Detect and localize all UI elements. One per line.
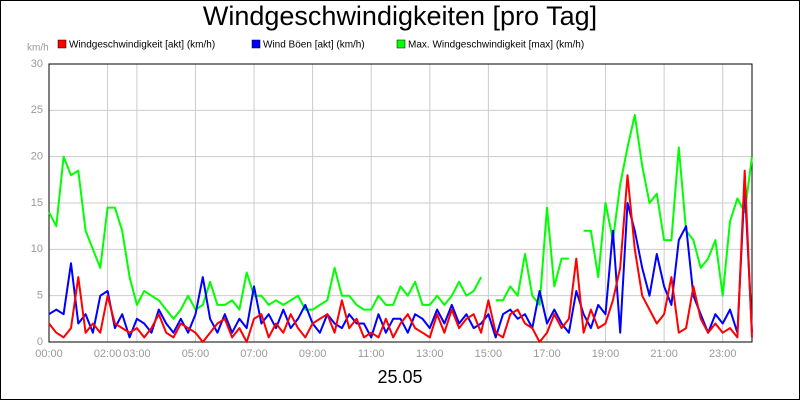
y-axis-label: km/h xyxy=(27,43,49,54)
y-tick-label: 5 xyxy=(37,290,43,302)
x-tick-label: 17:00 xyxy=(533,348,561,360)
x-tick-label: 21:00 xyxy=(650,348,678,360)
x-tick-label: 15:00 xyxy=(475,348,503,360)
y-tick-label: 10 xyxy=(31,243,43,255)
legend-label: Wind Böen [akt] (km/h) xyxy=(263,40,365,51)
legend-label: Windgeschwindigkeit [akt] (km/h) xyxy=(69,40,215,51)
legend-swatch xyxy=(396,39,406,49)
y-tick-label: 0 xyxy=(37,336,43,348)
x-tick-label: 00:00 xyxy=(35,348,63,360)
x-axis-label: 25.05 xyxy=(377,367,422,387)
x-tick-label: 05:00 xyxy=(182,348,210,360)
x-tick-label: 09:00 xyxy=(299,348,327,360)
legend-label: Max. Windgeschwindigkeit [max] (km/h) xyxy=(408,40,584,51)
y-tick-label: 15 xyxy=(31,197,43,209)
legend-swatch xyxy=(57,39,67,49)
y-tick-label: 25 xyxy=(31,104,43,116)
x-tick-label: 19:00 xyxy=(592,348,620,360)
x-tick-label: 02:00 xyxy=(94,348,122,360)
x-tick-label: 23:00 xyxy=(709,348,737,360)
x-tick-label: 11:00 xyxy=(358,348,385,360)
x-tick-label: 03:00 xyxy=(123,348,151,360)
legend-swatch xyxy=(251,39,261,49)
chart-title: Windgeschwindigkeiten [pro Tag] xyxy=(203,1,597,31)
series-line xyxy=(48,169,753,343)
plot-border xyxy=(48,63,753,343)
y-tick-label: 30 xyxy=(31,58,43,70)
series-line xyxy=(48,183,753,339)
x-tick-label: 13:00 xyxy=(416,348,444,360)
y-tick-label: 20 xyxy=(31,151,43,163)
x-tick-label: 07:00 xyxy=(240,348,268,360)
